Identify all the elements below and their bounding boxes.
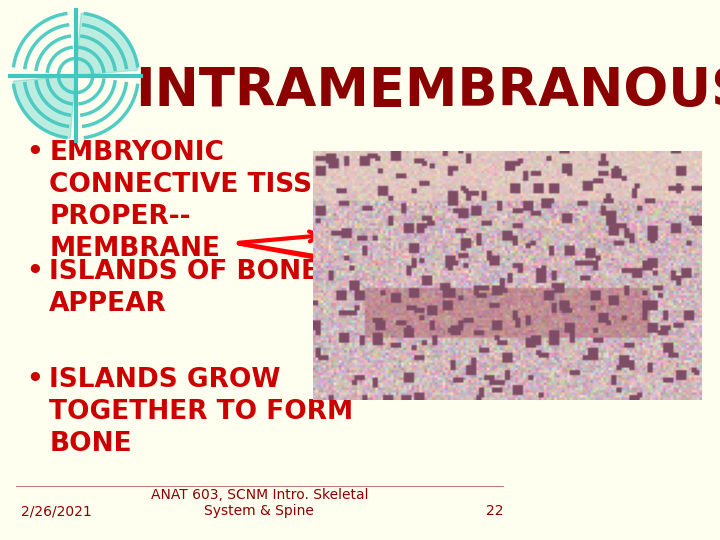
Text: ANAT 603, SCNM Intro. Skeletal
System & Spine: ANAT 603, SCNM Intro. Skeletal System & … <box>150 488 368 518</box>
Text: ISLANDS OF BONE
APPEAR: ISLANDS OF BONE APPEAR <box>49 259 320 317</box>
Text: 22: 22 <box>486 504 503 518</box>
Text: •: • <box>26 367 42 393</box>
Wedge shape <box>76 13 138 76</box>
Text: EMBRYONIC
CONNECTIVE TISSUE
PROPER--
MEMBRANE: EMBRYONIC CONNECTIVE TISSUE PROPER-- MEM… <box>49 140 352 262</box>
Text: •: • <box>26 140 42 166</box>
Text: •: • <box>26 259 42 285</box>
Text: 2/26/2021: 2/26/2021 <box>21 504 91 518</box>
Wedge shape <box>13 76 76 138</box>
Text: INTRAMEMBRANOUS: INTRAMEMBRANOUS <box>135 65 720 117</box>
Text: ISLANDS GROW
TOGETHER TO FORM
BONE: ISLANDS GROW TOGETHER TO FORM BONE <box>49 367 354 457</box>
